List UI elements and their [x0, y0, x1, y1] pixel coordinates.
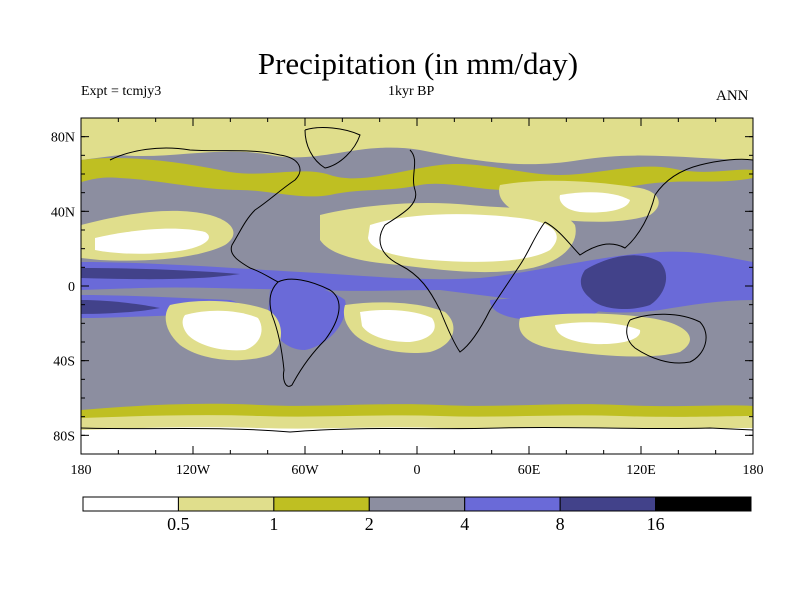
colorbar-label: 1: [269, 514, 278, 534]
colorbar-swatch: [273, 496, 370, 512]
nh-subtropic-white-pacific: [95, 228, 209, 254]
lat-tick-label: 80N: [51, 131, 75, 146]
colorbar-label: 2: [365, 514, 374, 534]
sh-atlantic-white: [360, 310, 435, 342]
coast-antarctica: [81, 426, 753, 433]
lon-tick-label: 120W: [176, 463, 211, 478]
lon-tick-label: 180: [71, 463, 92, 478]
period-label: 1kyr BP: [388, 84, 435, 99]
lon-tick-label: 180: [743, 463, 764, 478]
coast-asia: [544, 158, 753, 256]
map-axis-labels: 80N 40N 0 40S 80S 180 120W 60W 0 60E 120E 180: [51, 131, 764, 478]
asia-white: [559, 192, 630, 213]
maritime-continent-dark: [580, 255, 667, 310]
sh-pacific-dark: [81, 300, 160, 314]
colorbar: 0.5 1 2 4 8 16: [82, 496, 752, 534]
colorbar-swatch: [464, 496, 561, 512]
coast-south-america: [269, 278, 340, 387]
lon-tick-label: 60W: [291, 463, 319, 478]
sahara-white: [368, 214, 557, 262]
experiment-label: Expt = tcmjy3: [81, 84, 162, 99]
band-arctic-pale: [81, 118, 753, 165]
coast-europe-africa: [379, 149, 546, 353]
map-axis-ticks: [80, 118, 754, 454]
colorbar-swatch: [655, 496, 752, 512]
sh-pacific-white: [182, 310, 262, 351]
colorbar-label: 0.5: [167, 514, 190, 534]
australia-white: [555, 322, 641, 345]
colorbar-swatch: [368, 496, 466, 512]
plot-title: Precipitation (in mm/day): [257, 46, 579, 81]
lat-tick-label: 80S: [53, 429, 75, 444]
itcz-dark: [81, 268, 240, 280]
colorbar-label: 4: [460, 514, 469, 534]
lon-tick-label: 0: [414, 463, 421, 478]
coastlines: [81, 127, 753, 433]
coast-north-america: [109, 147, 301, 283]
colorbar-swatch: [82, 496, 179, 512]
antarctica-white: [81, 427, 753, 454]
lon-tick-label: 120E: [626, 463, 656, 478]
colorbar-label: 16: [647, 514, 665, 534]
lat-tick-label: 40S: [53, 355, 75, 370]
lon-tick-label: 60E: [518, 463, 541, 478]
lat-tick-label: 40N: [51, 205, 75, 220]
colorbar-swatch: [177, 496, 275, 512]
colorbar-label: 8: [556, 514, 565, 534]
lat-tick-label: 0: [68, 280, 75, 295]
coast-australia: [626, 313, 707, 364]
itcz-blue: [81, 251, 753, 313]
precipitation-field: [81, 118, 753, 454]
south-america-blue: [268, 286, 346, 350]
colorbar-swatch: [559, 496, 657, 512]
coast-greenland: [304, 127, 361, 169]
season-label: ANN: [716, 88, 749, 104]
